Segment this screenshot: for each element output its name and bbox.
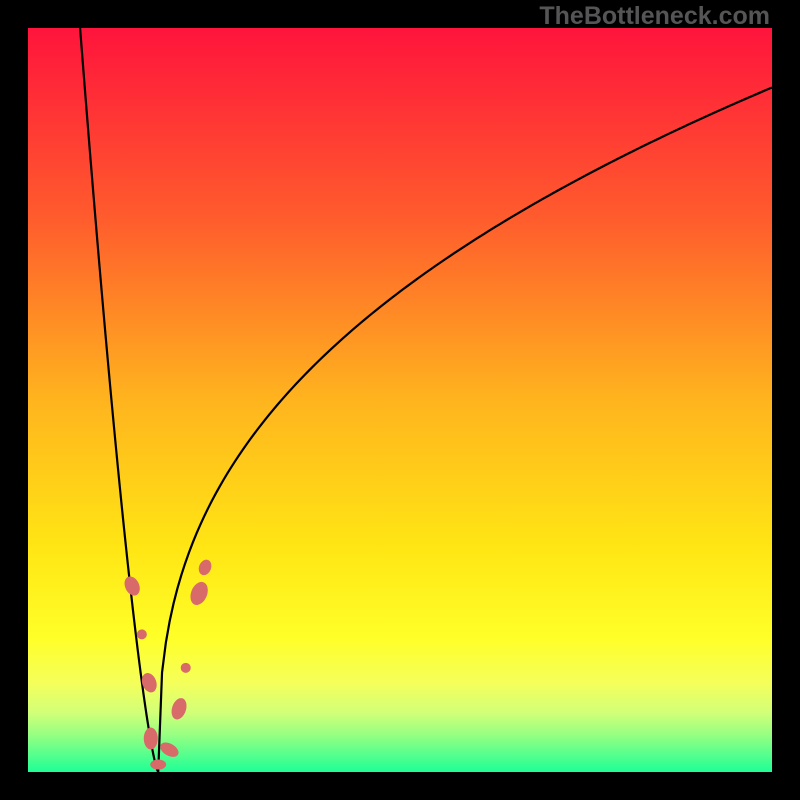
chart-outer: TheBottleneck.com xyxy=(0,0,800,800)
data-point-marker xyxy=(150,760,166,770)
watermark-label: TheBottleneck.com xyxy=(539,2,770,31)
data-point-marker xyxy=(144,728,158,750)
data-point-marker xyxy=(137,629,147,639)
data-point-marker xyxy=(181,663,191,673)
chart-svg xyxy=(0,0,800,800)
